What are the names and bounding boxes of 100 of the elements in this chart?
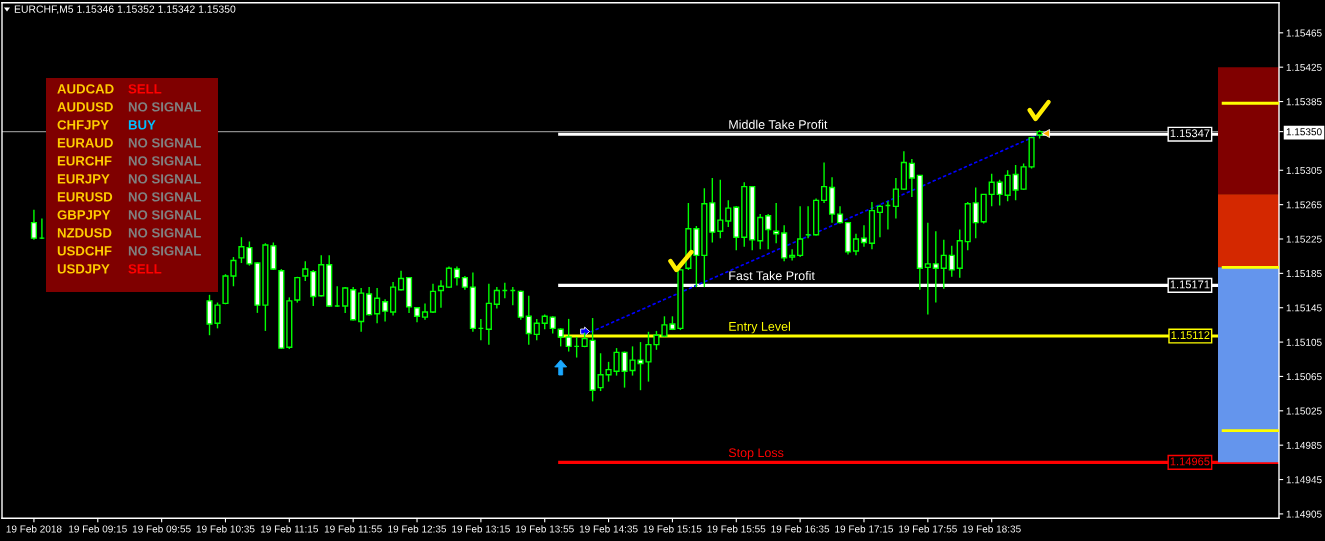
y-tick-label: 1.15385 xyxy=(1286,98,1322,106)
candlestick xyxy=(30,209,38,241)
annotation: NZDUSD xyxy=(57,228,112,238)
candlestick xyxy=(972,186,979,239)
candlestick xyxy=(294,276,301,304)
annotation: NO SIGNAL xyxy=(128,138,201,148)
candlestick xyxy=(820,161,828,204)
x-tick-label: 19 Feb 13:15 xyxy=(452,525,510,533)
y-tick-label: 1.15265 xyxy=(1286,201,1322,209)
candlestick xyxy=(397,270,405,292)
candlestick xyxy=(797,205,804,258)
candlestick xyxy=(557,327,564,348)
annotation: GBPJPY xyxy=(57,210,111,220)
y-tick-label: 1.14985 xyxy=(1286,441,1322,449)
x-tick-label: 19 Feb 12:35 xyxy=(388,525,447,533)
candlestick xyxy=(1012,164,1019,202)
x-tick-label: 19 Feb 09:15 xyxy=(69,525,127,533)
candlestick xyxy=(717,179,724,239)
annotation: SELL xyxy=(128,264,162,274)
ref-line-label: 1.15171 xyxy=(1170,280,1210,289)
candlestick xyxy=(525,295,532,346)
candlestick xyxy=(948,245,955,278)
y-tick-label: 1.15185 xyxy=(1286,270,1322,278)
candlestick xyxy=(374,287,381,324)
candlestick xyxy=(445,265,453,289)
annotation: Fast Take Profit xyxy=(729,270,815,281)
candlestick xyxy=(725,199,732,228)
candlestick xyxy=(302,260,309,282)
candlestick xyxy=(876,203,884,238)
candlestick xyxy=(366,286,373,317)
candlestick xyxy=(1004,169,1011,202)
annotation: EURCHF xyxy=(57,156,112,166)
y-tick-label: 1.15225 xyxy=(1286,235,1322,243)
candlestick xyxy=(270,241,277,271)
x-tick-label: 19 Feb 14:35 xyxy=(579,525,638,533)
annotation: EURAUD xyxy=(57,138,113,148)
candlestick xyxy=(908,158,915,198)
annotation: Entry Level xyxy=(729,321,790,334)
x-tick-label: 19 Feb 2018 xyxy=(6,525,62,533)
candlestick xyxy=(860,224,868,248)
candlestick xyxy=(565,318,572,353)
candlestick xyxy=(533,318,540,342)
annotation: CHFJPY xyxy=(57,120,109,130)
candlestick xyxy=(940,239,947,290)
y-tick-label: 1.15425 xyxy=(1286,63,1322,71)
annotation: EURUSD xyxy=(57,192,113,202)
candlestick xyxy=(892,177,899,220)
chart-title: EURCHF,M5 1.15346 1.15352 1.15342 1.15350 xyxy=(14,5,236,15)
annotation: NO SIGNAL xyxy=(128,246,201,256)
y-tick-label: 1.15350 xyxy=(1286,128,1322,136)
annotation: NO SIGNAL xyxy=(128,156,201,166)
x-tick-label: 19 Feb 16:35 xyxy=(771,525,830,533)
x-tick-label: 19 Feb 17:55 xyxy=(899,525,957,533)
x-tick-label: 19 Feb 18:35 xyxy=(962,525,1021,533)
candlestick xyxy=(988,173,995,208)
candlestick xyxy=(493,286,500,310)
candlestick xyxy=(757,213,764,251)
annotation: NO SIGNAL xyxy=(128,192,201,202)
y-tick-label: 1.15465 xyxy=(1286,29,1322,37)
x-tick-label: 19 Feb 09:55 xyxy=(132,525,191,533)
candlestick xyxy=(382,298,389,323)
ref-line-label: 1.15347 xyxy=(1170,129,1210,138)
annotation: NO SIGNAL xyxy=(128,210,201,220)
candlestick xyxy=(765,213,772,251)
candlestick xyxy=(852,233,860,257)
annotation: NO SIGNAL xyxy=(128,102,201,112)
annotation: AUDUSD xyxy=(57,102,113,112)
annotation: Stop Loss xyxy=(728,448,784,460)
y-tick-label: 1.15305 xyxy=(1286,166,1322,174)
y-tick-label: 1.14905 xyxy=(1286,510,1322,518)
candlestick xyxy=(773,202,780,244)
annotation: USDCHF xyxy=(57,246,112,256)
annotation: Middle Take Profit xyxy=(729,119,828,129)
x-tick-label: 19 Feb 17:15 xyxy=(835,525,894,533)
candlestick xyxy=(924,221,931,316)
annotation: NO SIGNAL xyxy=(128,174,201,184)
x-tick-label: 19 Feb 13:55 xyxy=(516,525,574,533)
annotation: NO SIGNAL xyxy=(128,228,201,238)
x-tick-label: 19 Feb 11:15 xyxy=(260,525,319,533)
y-tick-label: 1.15065 xyxy=(1286,373,1322,381)
y-tick-label: 1.15145 xyxy=(1286,304,1322,312)
candlestick xyxy=(429,282,437,314)
y-tick-label: 1.15025 xyxy=(1286,407,1322,415)
annotation: SELL xyxy=(128,84,162,94)
annotation: USDJPY xyxy=(57,264,110,274)
candlestick xyxy=(789,248,796,262)
x-tick-label: 19 Feb 15:55 xyxy=(707,525,766,533)
ref-line-label: 1.15112 xyxy=(1171,331,1210,340)
x-tick-label: 19 Feb 10:35 xyxy=(196,525,255,533)
candlestick xyxy=(437,279,445,309)
annotation: AUDCAD xyxy=(57,84,114,94)
y-tick-label: 1.15105 xyxy=(1286,338,1322,346)
candlestick xyxy=(342,286,349,314)
candlestick xyxy=(996,179,1003,207)
x-tick-label: 19 Feb 15:15 xyxy=(643,525,702,533)
ref-line-label: 1.14965 xyxy=(1170,457,1210,466)
y-tick-label: 1.14945 xyxy=(1286,476,1322,484)
annotation: BUY xyxy=(128,120,156,130)
candlestick xyxy=(453,265,461,287)
x-tick-label: 19 Feb 11:55 xyxy=(324,525,382,533)
